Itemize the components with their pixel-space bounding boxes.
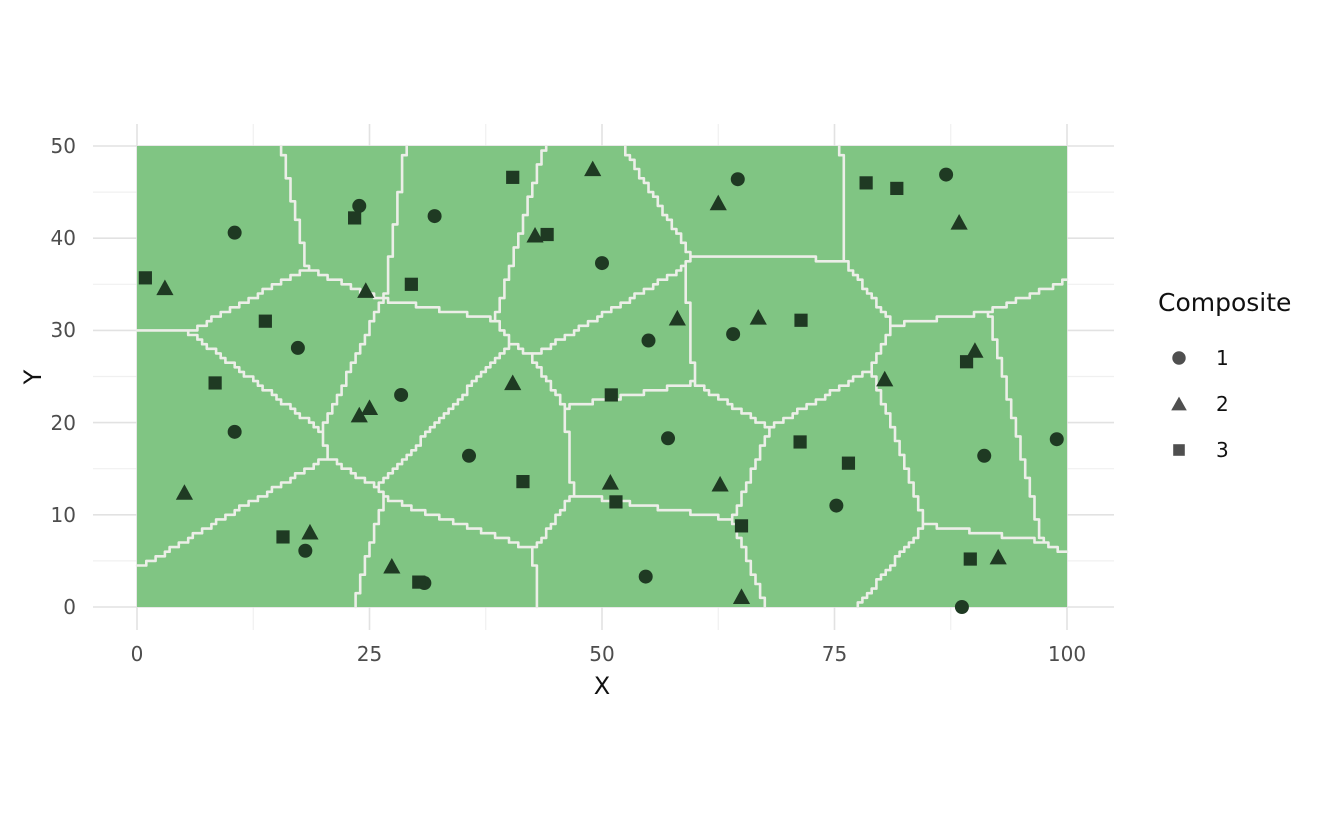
data-point-square — [959, 355, 974, 369]
data-point-triangle — [504, 374, 522, 391]
data-point-square — [734, 519, 749, 533]
data-point-square — [794, 313, 808, 327]
data-point-square — [412, 575, 426, 589]
data-point-square — [348, 211, 362, 225]
data-point-triangle — [749, 309, 767, 325]
data-point-triangle — [584, 160, 602, 177]
data-point-triangle — [383, 557, 401, 574]
data-point-circle — [730, 172, 745, 187]
data-point-circle — [1049, 432, 1064, 447]
data-points — [138, 160, 1064, 614]
data-point-square — [208, 376, 222, 390]
y-axis-title: Y — [19, 369, 47, 385]
x-tick-label: 25 — [356, 642, 383, 666]
x-tick-label: 100 — [1047, 642, 1087, 666]
data-point-circle — [977, 448, 992, 463]
data-point-triangle — [357, 282, 375, 298]
data-point-triangle — [301, 523, 319, 540]
data-point-square — [859, 176, 873, 190]
data-point-square — [793, 435, 807, 449]
triangle-legend-marker-icon — [1169, 394, 1189, 414]
data-point-triangle — [966, 342, 984, 358]
legend-item-label: 1 — [1216, 346, 1229, 370]
y-tick-label: 20 — [50, 410, 76, 435]
data-point-triangle — [350, 406, 368, 423]
data-point-square — [516, 475, 530, 489]
data-point-triangle — [668, 309, 686, 326]
data-point-circle — [638, 569, 653, 584]
y-tick-label: 40 — [50, 226, 76, 251]
data-point-circle — [954, 600, 969, 614]
data-point-circle — [427, 209, 442, 224]
data-point-circle — [661, 431, 676, 446]
y-tick-label: 0 — [63, 595, 76, 619]
legend-item-label: 2 — [1216, 392, 1229, 416]
region-boundaries — [135, 144, 1069, 609]
data-point-circle — [726, 327, 741, 342]
region-map-background — [137, 146, 1067, 607]
square-legend-marker-icon — [1169, 440, 1189, 460]
data-point-circle — [352, 198, 367, 213]
legend-item: 1 — [1158, 335, 1291, 381]
x-tick-label: 0 — [130, 642, 144, 666]
data-point-triangle — [950, 214, 968, 230]
data-point-circle — [595, 256, 609, 271]
data-point-circle — [290, 340, 305, 355]
legend-items: 1 2 3 — [1158, 335, 1291, 473]
data-point-circle — [227, 225, 242, 240]
data-point-triangle — [711, 475, 729, 492]
data-point-square — [138, 271, 152, 285]
y-tick-label: 50 — [50, 134, 76, 158]
data-point-square — [276, 530, 290, 544]
data-point-triangle — [526, 226, 544, 243]
legend-item: 3 — [1158, 427, 1291, 473]
x-tick-label: 50 — [589, 642, 615, 666]
data-point-circle — [394, 387, 409, 402]
data-point-square — [540, 227, 554, 242]
data-point-circle — [939, 167, 954, 182]
data-point-circle — [227, 424, 242, 439]
data-point-triangle — [360, 399, 379, 415]
legend-item-label: 3 — [1216, 438, 1229, 462]
x-tick-label: 75 — [821, 642, 848, 666]
data-point-square — [841, 456, 856, 470]
data-point-triangle — [601, 474, 619, 490]
data-point-circle — [829, 498, 844, 513]
data-point-triangle — [989, 548, 1007, 565]
data-point-circle — [641, 333, 656, 348]
data-point-triangle — [156, 279, 174, 296]
data-point-square — [404, 277, 418, 291]
x-axis-title: X — [593, 672, 611, 700]
data-point-square — [963, 552, 977, 566]
data-point-square — [506, 170, 520, 184]
legend: Composite 1 2 3 — [1158, 288, 1291, 473]
y-tick-label: 10 — [50, 502, 76, 527]
data-point-square — [609, 495, 623, 509]
data-point-triangle — [876, 370, 894, 387]
data-point-circle — [298, 543, 313, 558]
data-point-square — [890, 181, 904, 196]
data-point-triangle — [709, 194, 727, 211]
data-point-square — [604, 388, 618, 402]
y-tick-label: 30 — [50, 318, 76, 343]
legend-title: Composite — [1158, 288, 1292, 317]
legend-item: 2 — [1158, 381, 1291, 427]
data-point-square — [258, 314, 272, 328]
circle-legend-marker-icon — [1169, 348, 1189, 368]
data-point-circle — [462, 448, 477, 463]
data-point-triangle — [175, 484, 194, 500]
data-point-triangle — [732, 588, 751, 604]
